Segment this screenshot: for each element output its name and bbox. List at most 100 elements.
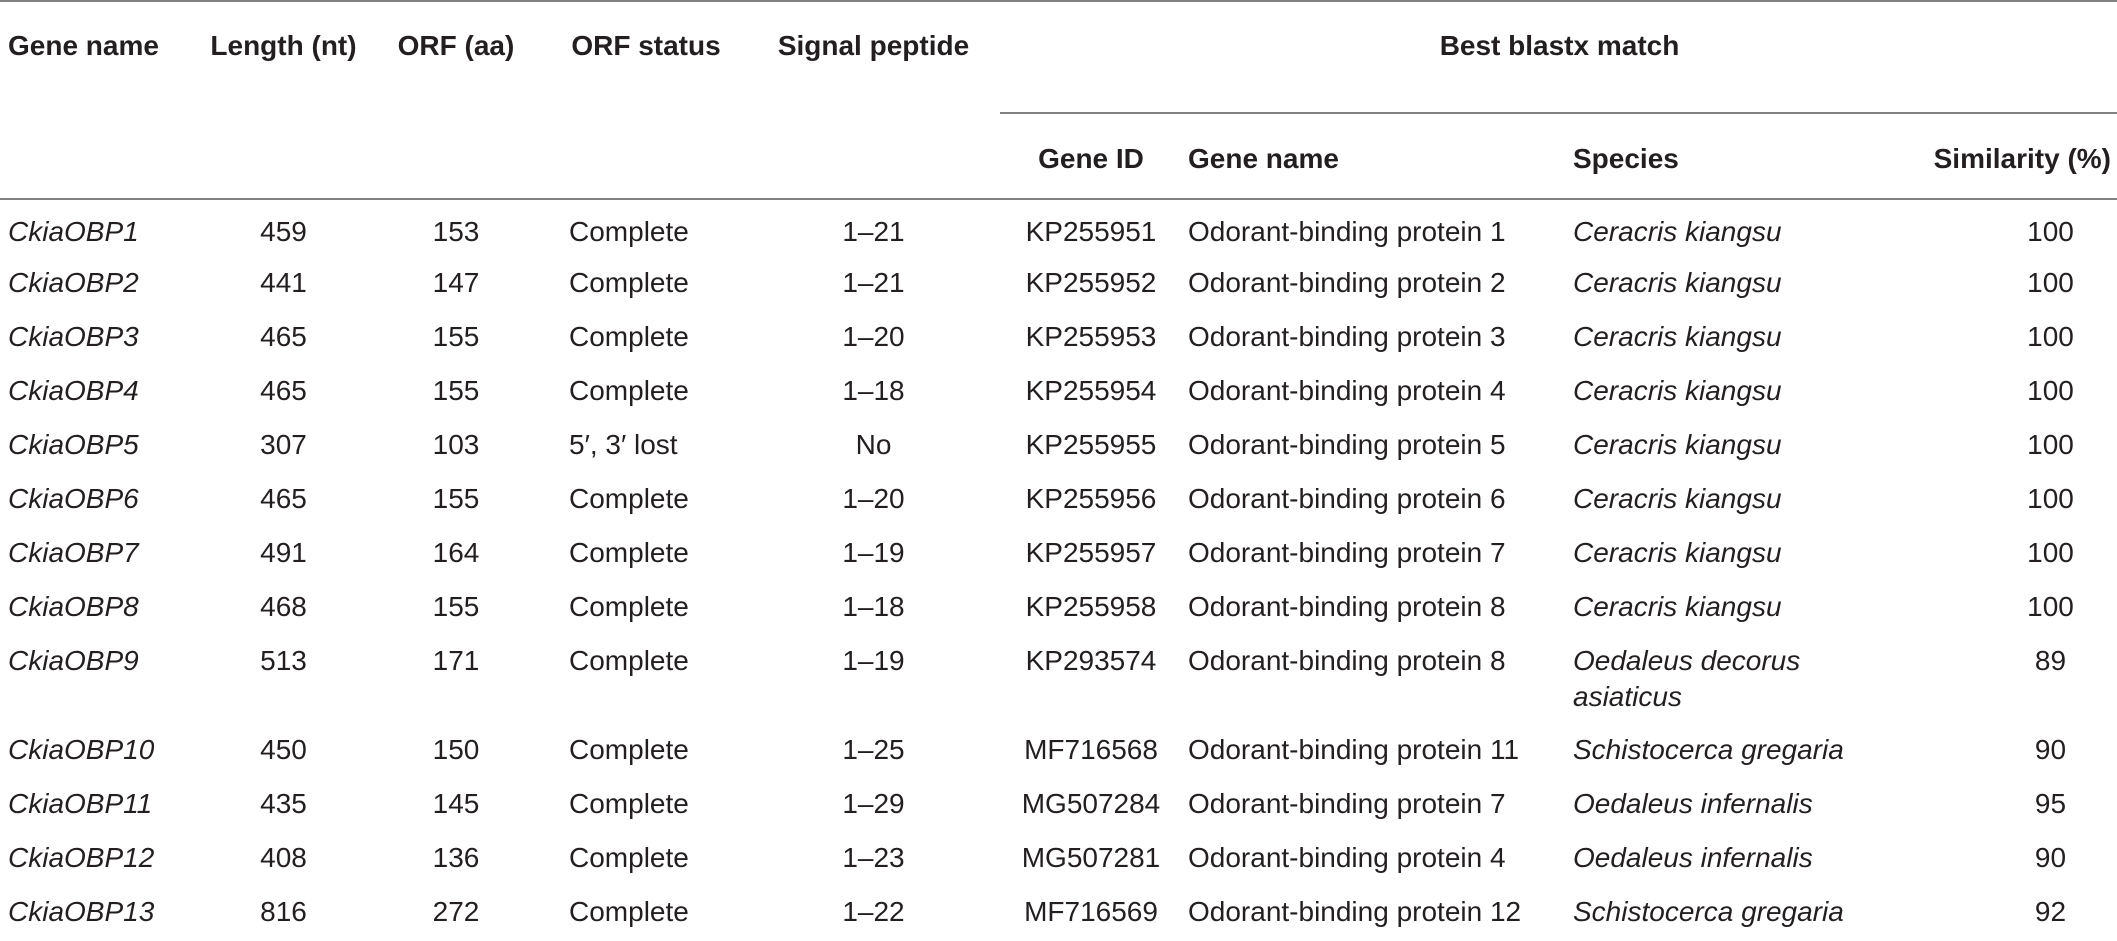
cell-length: 450: [260, 734, 307, 765]
cell-match-gene-name: Odorant-binding protein 7: [1188, 788, 1506, 819]
cell-gene-name: CkiaOBP9: [8, 645, 139, 676]
cell-signal-peptide: 1–29: [842, 788, 905, 819]
cell-similarity: 92: [2034, 896, 2067, 927]
cell-match-gene-name: Odorant-binding protein 1: [1188, 216, 1506, 247]
table-row: CkiaOBP7 491 164 Complete 1–19 KP255957 Odoran…: [0, 528, 2117, 582]
cell-similarity: 100: [2027, 375, 2074, 406]
table-row: CkiaOBP4 465 155 Complete 1–18 KP255954 Odoran…: [0, 366, 2117, 420]
cell-match-gene-name: Odorant-binding protein 8: [1188, 645, 1506, 676]
cell-species: Ceracris kiangsu: [1573, 375, 1782, 406]
cell-species: Ceracris kiangsu: [1573, 537, 1782, 568]
cell-length: 491: [260, 537, 307, 568]
cell-gene-name: CkiaOBP7: [8, 537, 139, 568]
cell-species: Ceracris kiangsu: [1573, 591, 1782, 622]
cell-gene-name: CkiaOBP4: [8, 375, 139, 406]
table-row: CkiaOBP6 465 155 Complete 1–20 KP255956 Odoran…: [0, 474, 2117, 528]
cell-signal-peptide: 1–20: [842, 483, 905, 514]
table-row: CkiaOBP11 435 145 Complete 1–29 MG507284 Odora…: [0, 779, 2117, 833]
cell-similarity: 89: [2034, 645, 2067, 676]
cell-match-gene-name: Odorant-binding protein 4: [1188, 842, 1506, 873]
cell-gene-id: KP255957: [1025, 537, 1157, 568]
table-row: CkiaOBP12 408 136 Complete 1–23 MG507281 Odora…: [0, 833, 2117, 887]
table-row: CkiaOBP8 468 155 Complete 1–18 KP255958 Odoran…: [0, 582, 2117, 636]
table-row: CkiaOBP9 513 171 Complete 1–19 KP293574 Odoran…: [0, 636, 2117, 725]
cell-gene-name: CkiaOBP10: [8, 734, 155, 765]
cell-gene-id: KP255952: [1025, 267, 1157, 298]
cell-species: Ceracris kiangsu: [1573, 321, 1782, 352]
cell-gene-id: MF716569: [1024, 896, 1158, 927]
cell-length: 307: [260, 429, 307, 460]
cell-orf-status: Complete: [569, 267, 689, 298]
header-orf-status: ORF status: [545, 0, 745, 113]
cell-gene-id: KP293574: [1025, 645, 1157, 676]
cell-species: Schistocerca gregaria: [1573, 896, 1844, 927]
cell-orf: 150: [432, 734, 480, 765]
cell-species: Ceracris kiangsu: [1573, 267, 1782, 298]
cell-orf-status: Complete: [569, 842, 689, 873]
cell-match-gene-name: Odorant-binding protein 3: [1188, 321, 1506, 352]
cell-orf: 103: [432, 429, 480, 460]
cell-similarity: 100: [2027, 429, 2074, 460]
cell-orf-status: Complete: [569, 216, 689, 247]
cell-orf-status: Complete: [569, 591, 689, 622]
cell-length: 441: [260, 267, 307, 298]
cell-similarity: 100: [2027, 537, 2074, 568]
cell-signal-peptide: 1–19: [842, 537, 905, 568]
cell-length: 465: [260, 321, 307, 352]
header-match-gene-name: Gene name: [1180, 113, 1565, 200]
cell-species: Oedaleus decorus asiaticus: [1573, 645, 1801, 712]
cell-length: 465: [260, 483, 307, 514]
cell-match-gene-name: Odorant-binding protein 7: [1188, 537, 1506, 568]
cell-length: 468: [260, 591, 307, 622]
cell-match-gene-name: Odorant-binding protein 8: [1188, 591, 1506, 622]
header-similarity: Similarity (%): [1900, 113, 2117, 200]
cell-orf: 155: [432, 483, 480, 514]
cell-orf: 171: [432, 645, 480, 676]
cell-orf: 155: [432, 591, 480, 622]
cell-similarity: 90: [2034, 734, 2067, 765]
cell-match-gene-name: Odorant-binding protein 2: [1188, 267, 1506, 298]
cell-gene-id: MG507281: [1021, 842, 1161, 873]
cell-signal-peptide: 1–23: [842, 842, 905, 873]
cell-orf: 155: [432, 375, 480, 406]
cell-orf: 155: [432, 321, 480, 352]
cell-match-gene-name: Odorant-binding protein 11: [1188, 734, 1520, 765]
header-species: Species: [1565, 113, 1900, 200]
cell-signal-peptide: 1–25: [842, 734, 905, 765]
cell-gene-name: CkiaOBP6: [8, 483, 139, 514]
cell-orf-status: Complete: [569, 321, 689, 352]
cell-gene-id: MG507284: [1021, 788, 1161, 819]
cell-length: 513: [260, 645, 307, 676]
cell-gene-name: CkiaOBP13: [8, 896, 155, 927]
cell-gene-name: CkiaOBP11: [8, 788, 153, 819]
cell-gene-name: CkiaOBP1: [8, 216, 139, 247]
table-row: CkiaOBP5 307 103 5′, 3′ lost No KP255955 Odora…: [0, 420, 2117, 474]
cell-signal-peptide: 1–20: [842, 321, 905, 352]
cell-signal-peptide: No: [855, 429, 892, 460]
cell-gene-id: KP255955: [1025, 429, 1157, 460]
cell-similarity: 100: [2027, 267, 2074, 298]
cell-orf-status: Complete: [569, 375, 689, 406]
cell-gene-id: KP255953: [1025, 321, 1157, 352]
cell-gene-name: CkiaOBP2: [8, 267, 139, 298]
cell-length: 459: [260, 216, 307, 247]
cell-orf: 136: [432, 842, 480, 873]
table-row: CkiaOBP1 459 153 Complete 1–21 KP255951 Odoran…: [0, 199, 2117, 258]
cell-signal-peptide: 1–22: [842, 896, 905, 927]
cell-similarity: 100: [2027, 216, 2074, 247]
cell-similarity: 100: [2027, 591, 2074, 622]
cell-orf-status: Complete: [569, 896, 689, 927]
cell-orf-status: 5′, 3′ lost: [569, 429, 678, 460]
cell-species: Ceracris kiangsu: [1573, 216, 1782, 247]
cell-gene-id: KP255954: [1025, 375, 1157, 406]
header-orf: ORF (aa): [365, 0, 545, 113]
cell-orf: 164: [432, 537, 480, 568]
cell-signal-peptide: 1–21: [842, 216, 905, 247]
header-signal-peptide: Signal peptide: [745, 0, 1000, 113]
cell-gene-name: CkiaOBP8: [8, 591, 139, 622]
cell-orf-status: Complete: [569, 788, 689, 819]
cell-similarity: 95: [2034, 788, 2067, 819]
cell-match-gene-name: Odorant-binding protein 12: [1188, 896, 1522, 927]
header-gene-name: Gene name: [0, 0, 200, 113]
cell-orf-status: Complete: [569, 483, 689, 514]
